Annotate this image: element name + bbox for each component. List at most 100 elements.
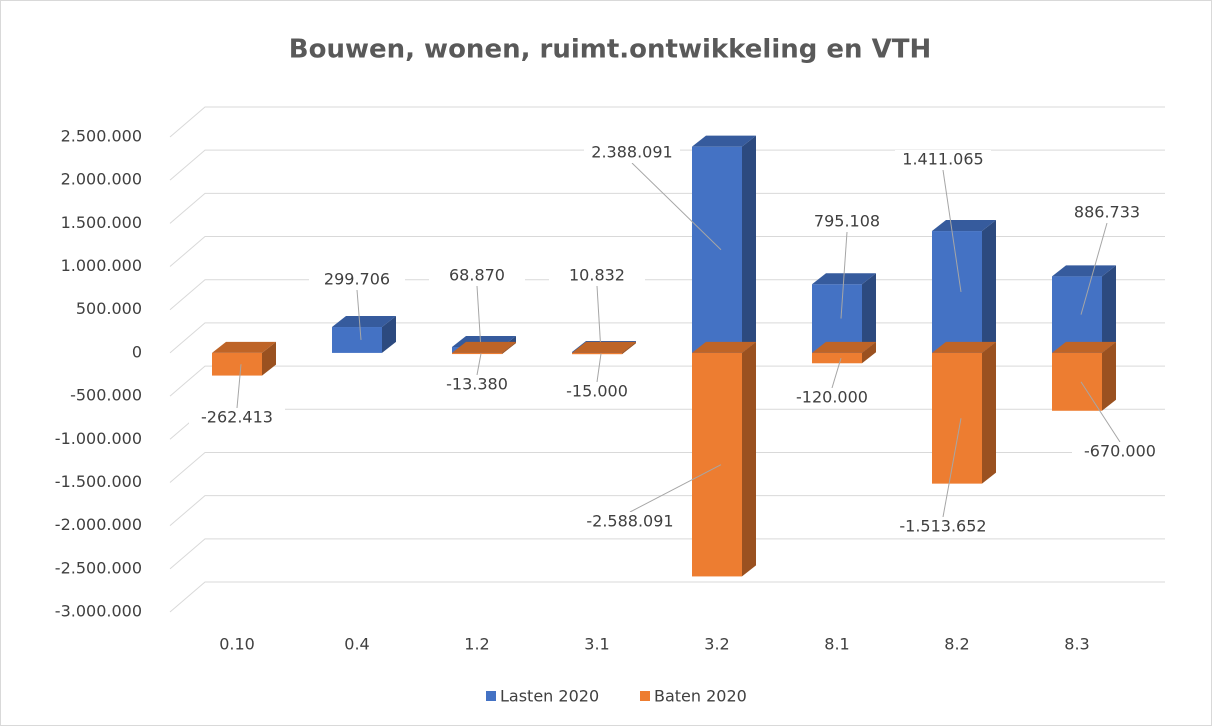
leader-line [476, 353, 482, 376]
bar [932, 220, 996, 353]
leader-line [942, 418, 962, 518]
bar [572, 341, 636, 355]
bar-front [932, 352, 982, 484]
bar-side [502, 341, 516, 355]
leader-line [1080, 381, 1121, 443]
grid-line [169, 106, 1165, 138]
y-tick-label: -2.000.000 [55, 515, 142, 534]
data-label: -15.000 [566, 382, 628, 401]
grid-line [169, 149, 1165, 181]
leader-line [831, 357, 842, 389]
bar [452, 341, 516, 355]
bar-top [212, 341, 276, 353]
data-label: -1.513.652 [899, 517, 986, 536]
data-label: -670.000 [1084, 442, 1156, 461]
bar [212, 341, 276, 376]
bar-top [572, 341, 636, 353]
label-bg [784, 388, 880, 408]
label-bg [549, 382, 645, 402]
bar-top [812, 341, 876, 353]
x-tick-label: 3.2 [704, 635, 729, 654]
bar-top [692, 341, 756, 353]
bar [1052, 341, 1116, 411]
bar-front [812, 352, 862, 364]
label-bg [895, 150, 991, 170]
bar-side [742, 135, 756, 353]
leader-line [596, 285, 602, 353]
bar-side [982, 220, 996, 353]
data-label: -120.000 [796, 388, 868, 407]
bar-side [622, 341, 636, 355]
label-bg [1059, 203, 1155, 223]
label-bg [584, 143, 680, 163]
bar-front [332, 327, 382, 353]
y-tick-label: 2.500.000 [61, 127, 142, 146]
data-label: 10.832 [569, 266, 625, 285]
bar-top [452, 341, 516, 353]
grid-line [169, 365, 1165, 397]
y-tick-label: -1.500.000 [55, 472, 142, 491]
label-bg [429, 266, 525, 286]
bar-top [932, 220, 996, 232]
data-label: 795.108 [814, 212, 880, 231]
bar-front [692, 146, 742, 353]
bar [332, 316, 396, 353]
bar [812, 341, 876, 364]
bar-side [742, 341, 756, 577]
y-tick-label: 2.000.000 [61, 170, 142, 189]
bar-side [1102, 265, 1116, 353]
x-tick-label: 0.10 [219, 635, 255, 654]
bar-side [262, 341, 276, 376]
data-label: 2.388.091 [591, 143, 672, 162]
x-tick-label: 0.4 [344, 635, 369, 654]
bar-side [982, 341, 996, 484]
y-tick-label: -1.000.000 [55, 429, 142, 448]
leader-line [596, 353, 602, 383]
bar-top [1052, 341, 1116, 353]
bar-side [862, 273, 876, 353]
label-bg [895, 517, 991, 537]
bar-top [1052, 265, 1116, 277]
x-tick-label: 3.1 [584, 635, 609, 654]
bar-front [1052, 276, 1102, 353]
bar-top [932, 341, 996, 353]
label-bg [799, 212, 895, 232]
y-tick-label: 0 [132, 342, 142, 361]
bar-side [862, 341, 876, 364]
grid-line [169, 192, 1165, 224]
data-label: 299.706 [324, 270, 390, 289]
y-tick-label: 500.000 [76, 299, 142, 318]
label-bg [309, 270, 405, 290]
data-label: 886.733 [1074, 203, 1140, 222]
bar-front [932, 231, 982, 353]
bar [692, 135, 756, 353]
data-label: -2.588.091 [586, 512, 673, 531]
legend-label: Baten 2020 [654, 687, 747, 706]
data-label: 68.870 [449, 266, 505, 285]
bar-side [382, 316, 396, 353]
leader-line [840, 231, 848, 319]
y-tick-label: -3.000.000 [55, 602, 142, 621]
y-tick-label: -500.000 [70, 386, 142, 405]
bar-front [812, 284, 862, 353]
chart-title: Bouwen, wonen, ruimt.ontwikkeling en VTH [289, 35, 931, 65]
bar [692, 341, 756, 577]
bar-top [332, 316, 396, 328]
label-bg [1072, 442, 1168, 462]
bar-side [1102, 341, 1116, 411]
data-label: 1.411.065 [902, 150, 983, 169]
leader-line [631, 162, 722, 251]
leader-line [476, 285, 482, 350]
bar [812, 273, 876, 353]
label-bg [429, 375, 525, 395]
grid-line [169, 236, 1165, 267]
bar-front [692, 352, 742, 577]
grid-line [169, 538, 1165, 570]
leader-line [942, 169, 962, 293]
x-tick-label: 1.2 [464, 635, 489, 654]
leader-line [236, 364, 242, 409]
leader-line [1080, 222, 1108, 315]
label-bg [582, 512, 678, 532]
x-tick-label: 8.2 [944, 635, 969, 654]
